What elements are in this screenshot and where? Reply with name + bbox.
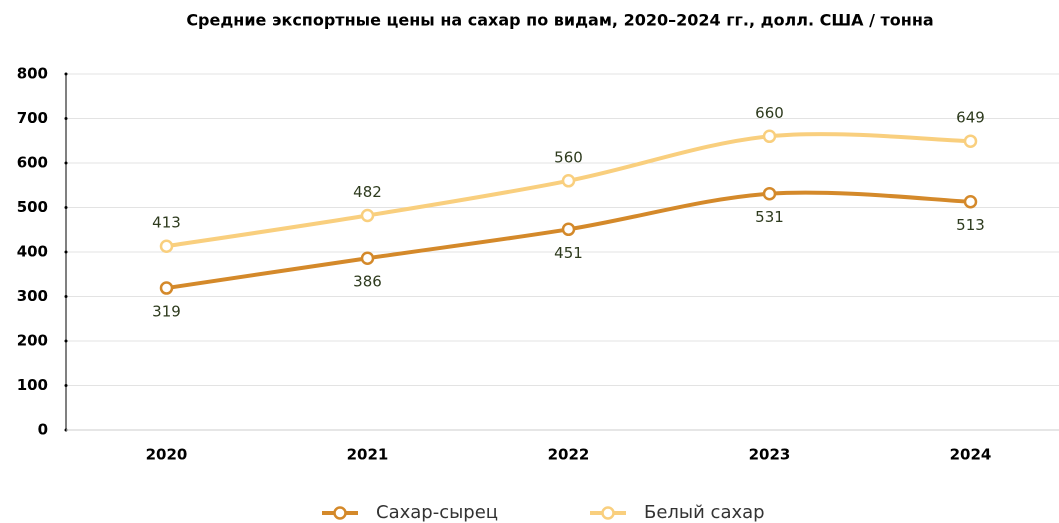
data-point: [360, 208, 375, 223]
legend-marker: [333, 506, 347, 520]
data-label: 451: [554, 244, 583, 262]
data-point: [561, 222, 576, 237]
data-point: [561, 174, 576, 188]
data-point: [159, 281, 174, 295]
data-label: 413: [152, 214, 181, 232]
y-tick-label: 600: [17, 154, 48, 172]
x-tick-label: 2023: [749, 446, 791, 464]
legend-label: Сахар-сырец: [376, 502, 498, 523]
data-label: 531: [755, 208, 784, 226]
x-tick-label: 2020: [146, 446, 188, 464]
data-point: [963, 134, 978, 148]
y-tick-label: 700: [17, 109, 48, 127]
x-tick-label: 2022: [548, 446, 590, 464]
data-point: [762, 186, 777, 201]
legend-label: Белый сахар: [644, 502, 765, 523]
data-label: 319: [152, 303, 181, 321]
legend-marker: [601, 506, 615, 520]
data-point: [360, 251, 375, 265]
x-tick-label: 2024: [950, 446, 992, 464]
y-tick-label: 800: [17, 65, 48, 83]
x-tick-label: 2021: [347, 446, 389, 464]
series-line: [166, 190, 971, 291]
y-tick-label: 500: [17, 198, 48, 216]
y-tick-label: 200: [17, 332, 48, 350]
data-label: 649: [956, 109, 985, 127]
data-point: [963, 194, 978, 209]
y-tick-label: 300: [17, 287, 48, 305]
data-point: [762, 129, 777, 144]
data-label: 560: [554, 148, 583, 166]
data-label: 482: [353, 183, 382, 201]
data-label: 660: [755, 104, 784, 122]
data-label: 386: [353, 273, 382, 291]
y-tick-label: 0: [38, 421, 48, 439]
y-tick-label: 400: [17, 243, 48, 261]
data-label: 513: [956, 216, 985, 234]
y-tick-label: 100: [17, 376, 48, 394]
chart-title: Средние экспортные цены на сахар по вида…: [186, 11, 933, 30]
data-point: [159, 239, 174, 253]
